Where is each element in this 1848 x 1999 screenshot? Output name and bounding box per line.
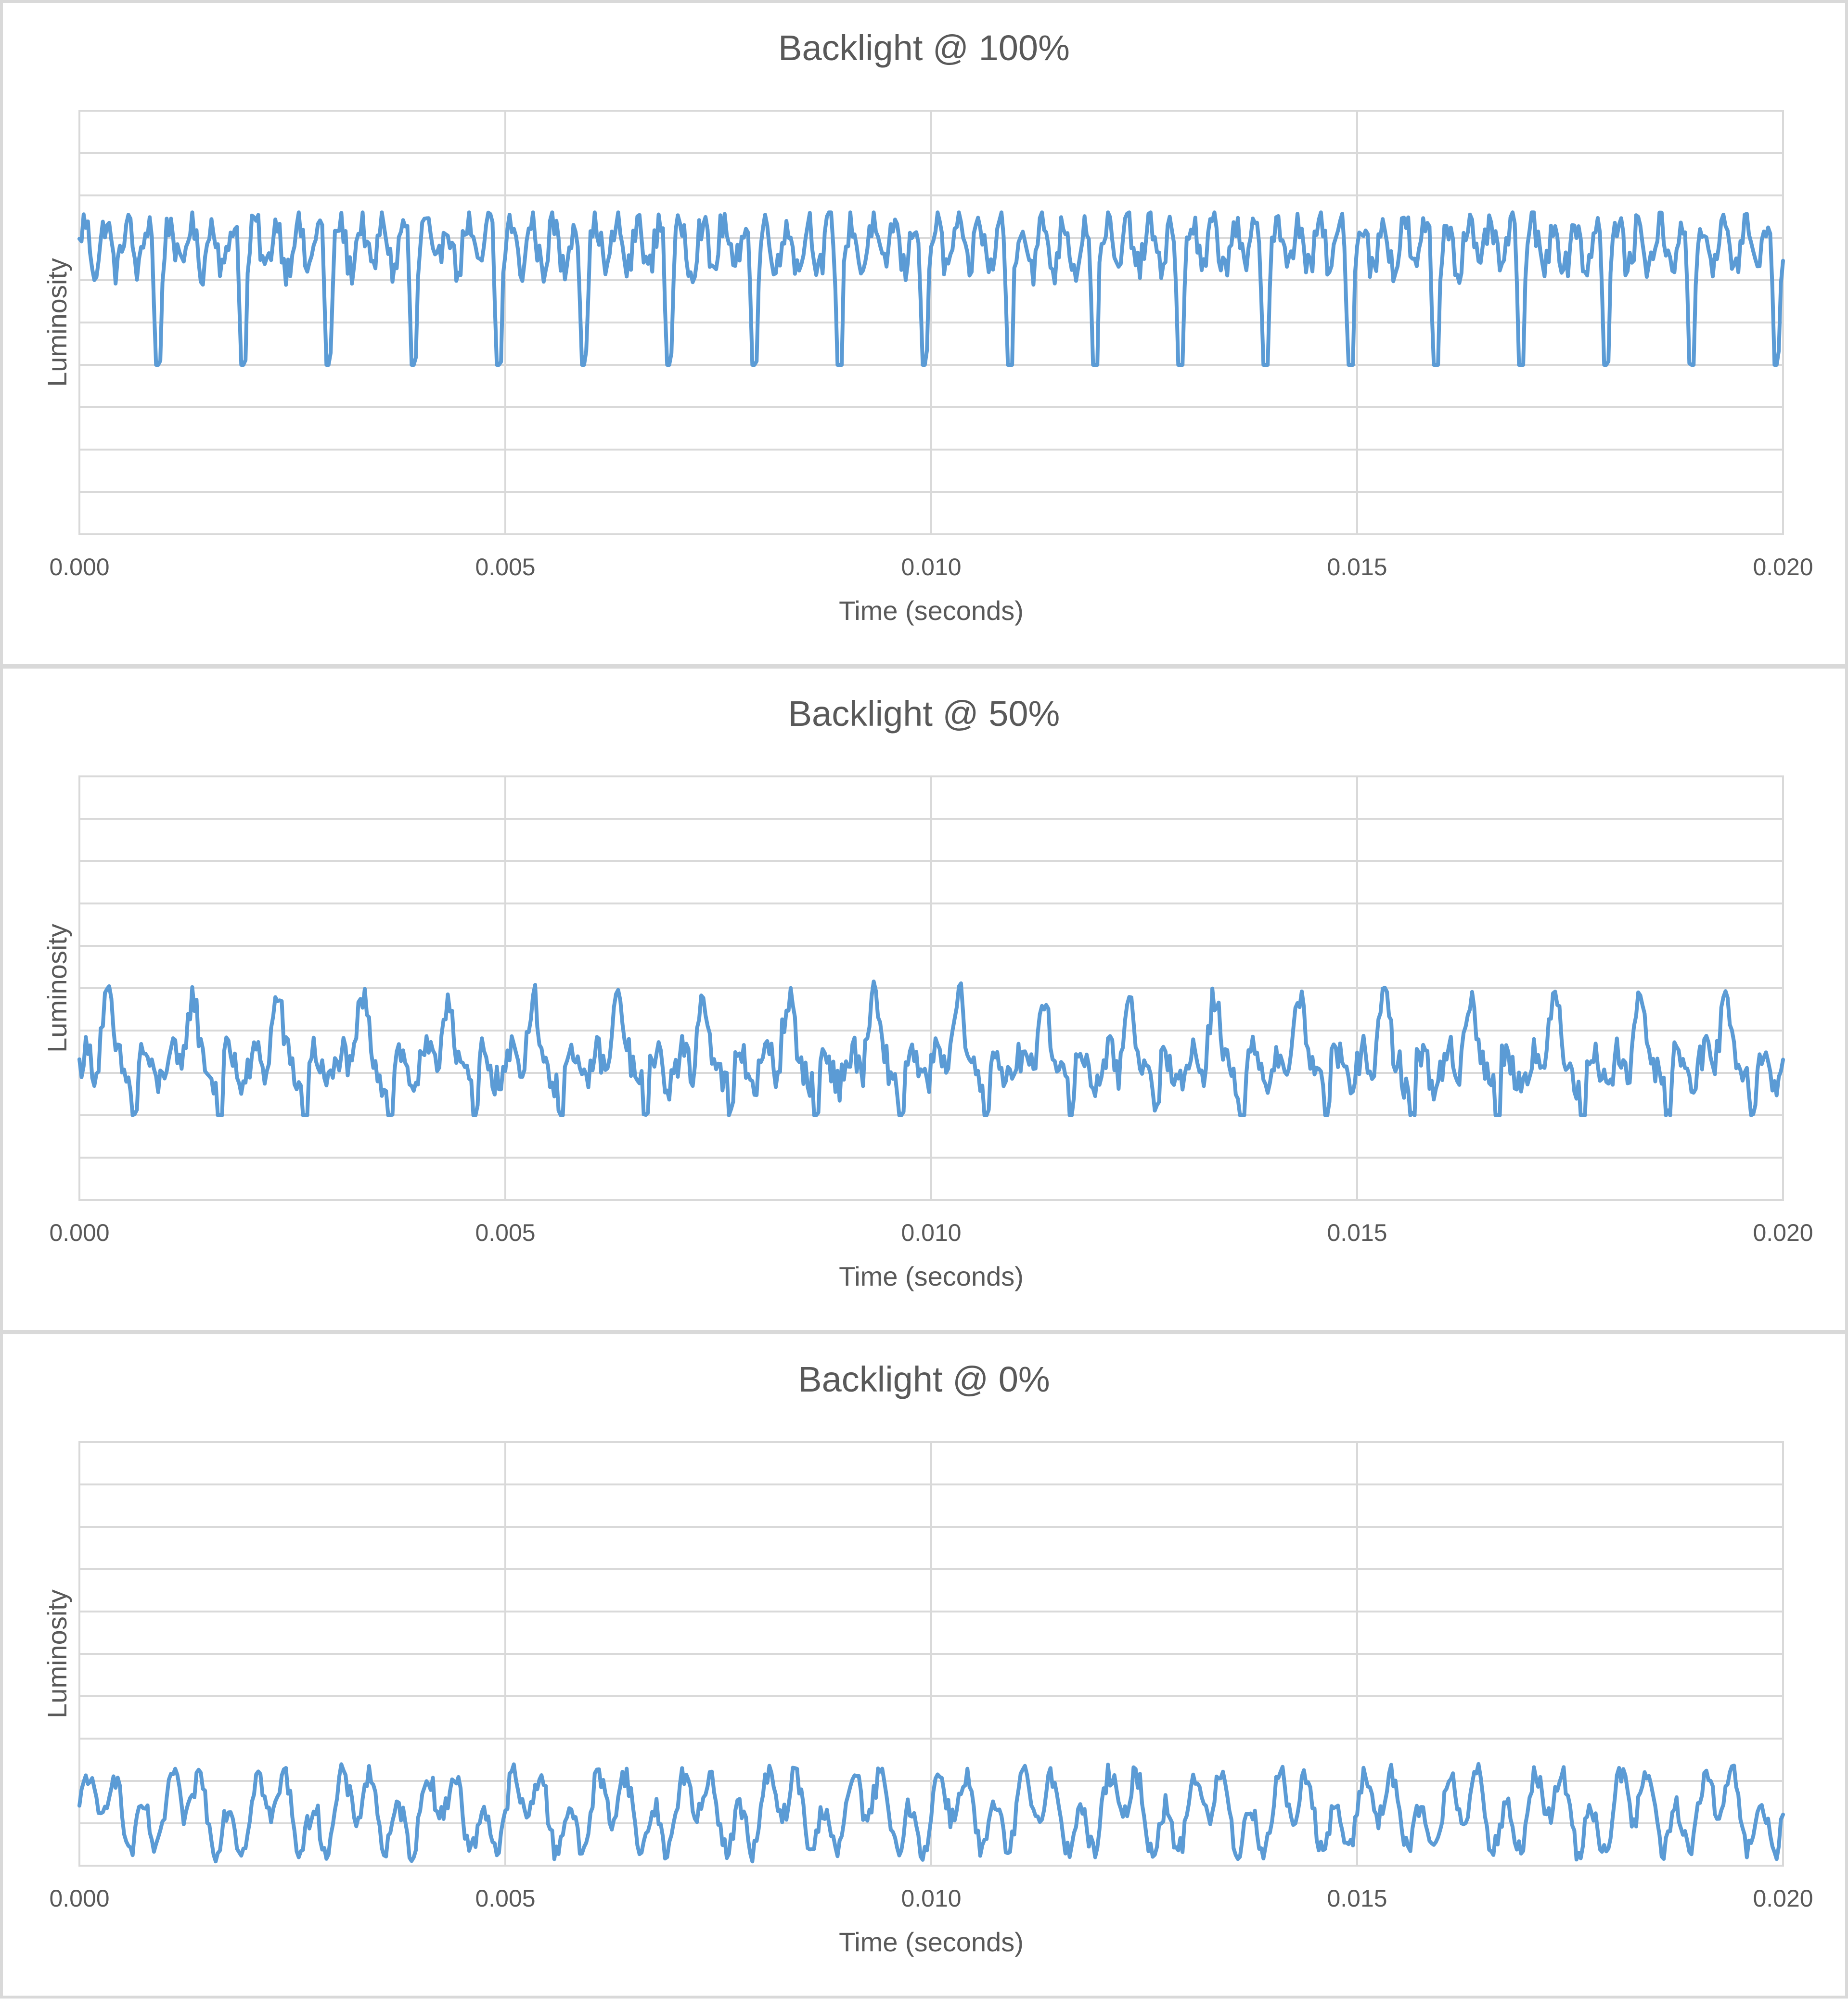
plot-area-frame — [78, 775, 1784, 1201]
x-tick-label: 0.010 — [901, 1885, 961, 1912]
x-tick-label: 0.000 — [49, 554, 109, 580]
chart-title: Backlight @ 0% — [798, 1359, 1050, 1399]
chart-title: Backlight @ 100% — [778, 28, 1070, 68]
chart-panel-border — [0, 666, 1848, 1333]
x-tick-label: 0.015 — [1327, 554, 1387, 580]
chart-panel-1: 0.000 0.005 0.010 0.015 0.020 Backlight @ 50%… — [0, 666, 1848, 1333]
series-line — [77, 1762, 1785, 1864]
series-line — [77, 210, 1785, 367]
chart-panel-border — [0, 0, 1848, 667]
plot-area-frame — [78, 110, 1784, 535]
x-tick-label: 0.000 — [49, 1885, 109, 1912]
x-tick-label: 0.010 — [901, 554, 961, 580]
x-axis-title: Time (seconds) — [839, 1261, 1024, 1291]
x-tick-label: 0.020 — [1753, 1219, 1813, 1246]
chart-panel-border — [0, 1331, 1848, 1999]
y-axis-title: Luminosity — [42, 924, 72, 1053]
x-tick-label: 0.005 — [475, 1219, 535, 1246]
x-tick-label: 0.010 — [901, 1219, 961, 1246]
chart-panel-0: 0.000 0.005 0.010 0.015 0.020 Backlight @ 100… — [0, 0, 1848, 667]
x-tick-label: 0.020 — [1753, 1885, 1813, 1912]
series-line — [77, 980, 1785, 1117]
x-tick-label: 0.015 — [1327, 1885, 1387, 1912]
chart-title: Backlight @ 50% — [788, 694, 1060, 734]
y-axis-title: Luminosity — [42, 1589, 72, 1718]
y-axis-title: Luminosity — [42, 258, 72, 387]
x-axis-title: Time (seconds) — [839, 1927, 1024, 1957]
plot-area-frame — [78, 1441, 1784, 1867]
x-tick-label: 0.000 — [49, 1219, 109, 1246]
x-tick-label: 0.015 — [1327, 1219, 1387, 1246]
chart-panel-2: 0.000 0.005 0.010 0.015 0.020 Backlight @ 0% T… — [0, 1331, 1848, 1999]
x-tick-label: 0.005 — [475, 1885, 535, 1912]
x-axis-title: Time (seconds) — [839, 595, 1024, 626]
x-tick-label: 0.020 — [1753, 554, 1813, 580]
x-tick-label: 0.005 — [475, 554, 535, 580]
